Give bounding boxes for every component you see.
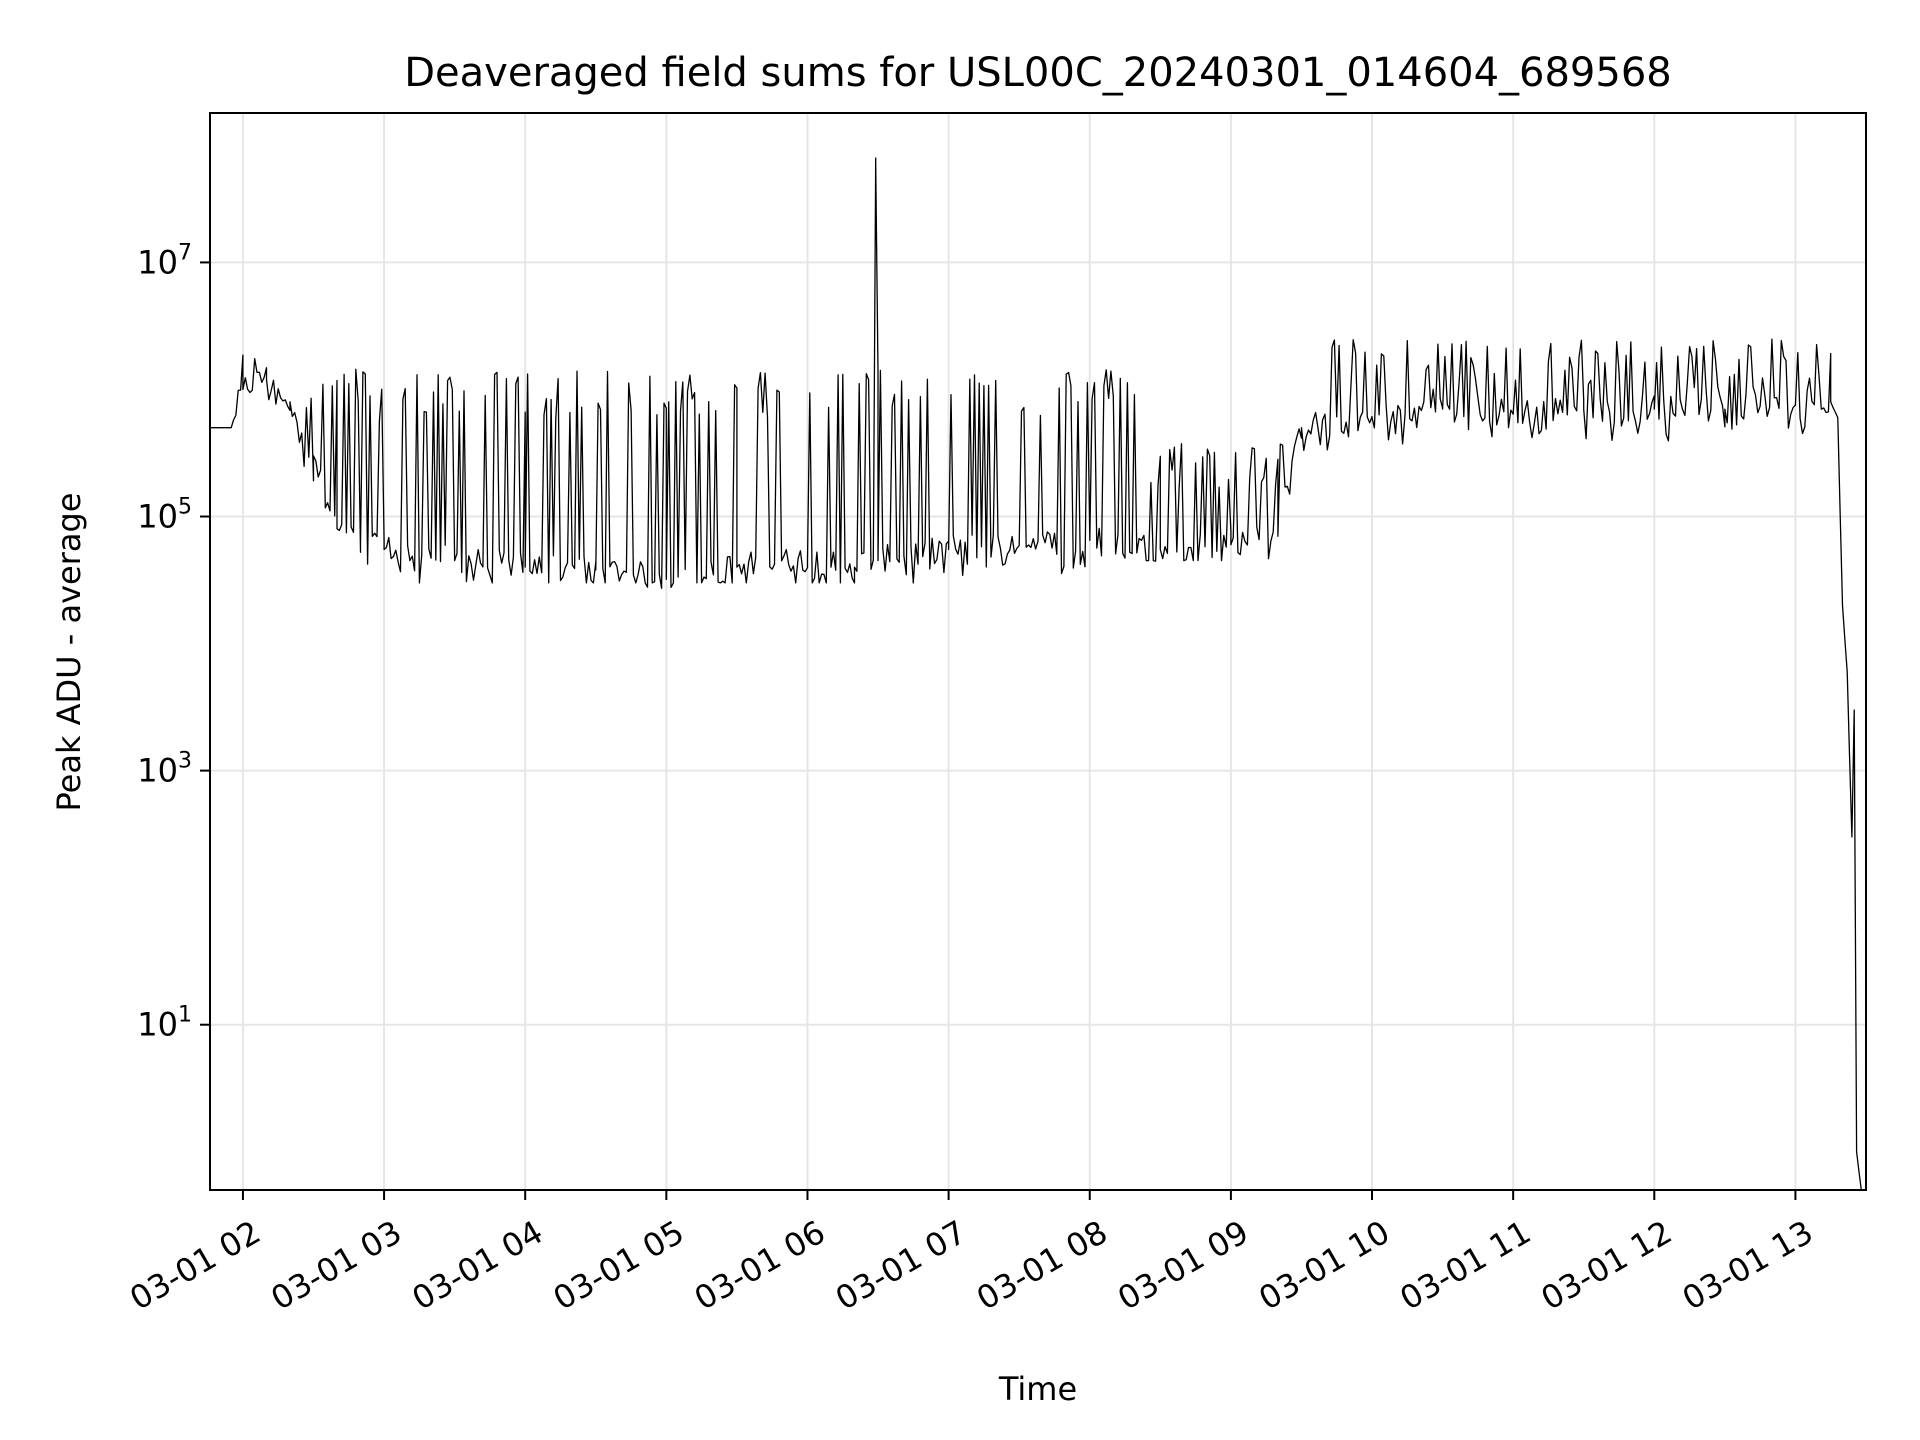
series-layer xyxy=(210,157,1862,1191)
series-line xyxy=(210,157,1862,1191)
chart-title: Deaveraged field sums for USL00C_2024030… xyxy=(404,50,1671,96)
plot-area-background xyxy=(210,113,1866,1190)
y-tick-label: 107 xyxy=(137,240,192,281)
y-tick-label: 101 xyxy=(137,1003,192,1044)
axes-frame xyxy=(209,112,1867,1191)
x-axis-label: Time xyxy=(998,1370,1077,1408)
y-tick-labels: 101 103 105 107 xyxy=(137,240,192,1043)
tick-layer xyxy=(200,261,1797,1200)
y-tick-label: 105 xyxy=(137,495,192,536)
y-axis-label: Peak ADU - average xyxy=(50,493,88,812)
y-tick-label: 103 xyxy=(137,749,192,790)
